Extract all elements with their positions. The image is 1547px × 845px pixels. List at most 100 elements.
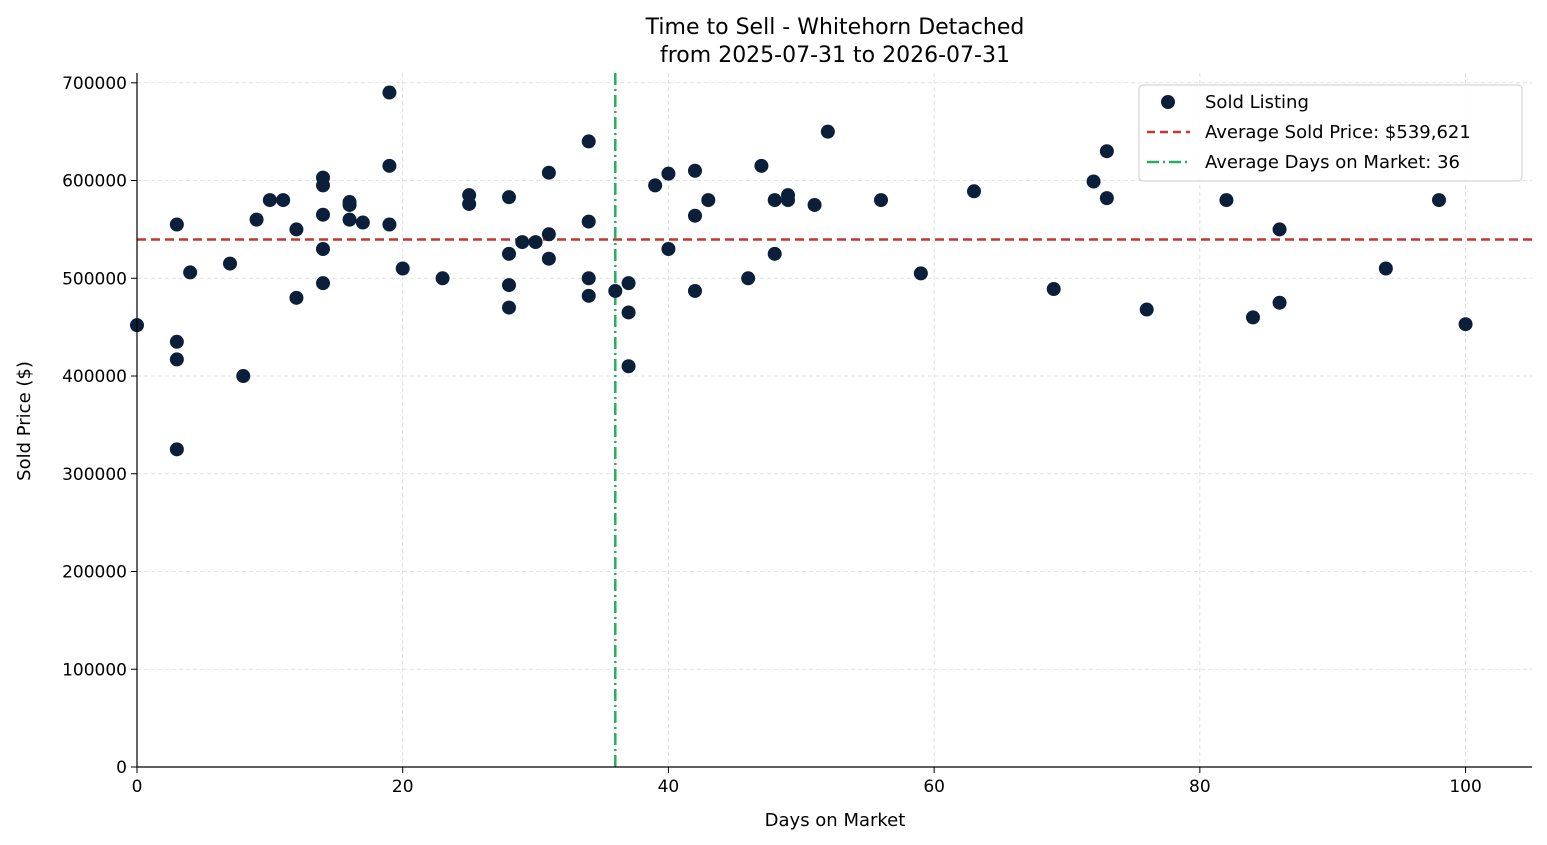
sold-listing-point — [355, 215, 370, 230]
y-tick-label: 200000 — [62, 563, 127, 583]
sold-listing-point — [913, 266, 928, 281]
sold-listing-point — [169, 217, 184, 232]
sold-listing-point — [581, 134, 596, 149]
legend-label-avg-price: Average Sold Price: $539,621 — [1205, 122, 1471, 143]
sold-listing-point — [169, 334, 184, 349]
sold-listing-point — [316, 276, 330, 291]
sold-listing-point — [382, 85, 397, 100]
reference-lines — [137, 73, 1532, 767]
sold-listing-point — [515, 235, 530, 250]
sold-listing-point — [688, 283, 702, 298]
sold-listing-point — [767, 246, 782, 261]
x-tick-label: 40 — [658, 777, 680, 797]
sold-listing-point — [502, 278, 516, 293]
sold-listing-point — [541, 227, 556, 242]
legend: Sold Listing Average Sold Price: $539,62… — [1138, 84, 1523, 182]
sold-listing-point — [249, 212, 264, 227]
sold-listing-point — [741, 271, 756, 286]
sold-listing-point — [1099, 144, 1114, 159]
sold-listing-point — [621, 276, 636, 291]
sold-listing-point — [1046, 282, 1061, 297]
sold-listing-point — [581, 271, 596, 286]
sold-listing-point — [688, 208, 702, 223]
sold-listing-point — [581, 288, 596, 303]
sold-listing-point — [528, 235, 543, 250]
x-tick-label: 20 — [392, 777, 414, 797]
sold-listing-point — [342, 197, 357, 212]
sold-listing-point — [1272, 222, 1287, 237]
sold-listing-point — [648, 178, 663, 193]
sold-listing-point — [1086, 174, 1101, 189]
sold-listing-point — [289, 222, 304, 237]
sold-listing-point — [316, 178, 330, 193]
sold-listing-point — [342, 212, 357, 227]
sold-listing-point — [661, 241, 676, 256]
y-tick-label: 700000 — [62, 74, 127, 94]
y-tick-label: 300000 — [62, 465, 127, 485]
sold-listing-point — [1139, 302, 1154, 317]
sold-listing-point — [183, 265, 198, 280]
x-axis-label: Days on Market — [765, 810, 906, 831]
y-axis-label: Sold Price ($) — [14, 361, 35, 481]
sold-listing-point — [502, 190, 516, 205]
sold-listing-point — [701, 193, 716, 208]
sold-listing-point — [1219, 193, 1234, 208]
sold-listing-point — [781, 193, 795, 208]
sold-listing-point — [1272, 295, 1287, 310]
sold-listing-point — [502, 246, 516, 261]
sold-listing-point — [502, 300, 516, 315]
sold-listing-point — [874, 193, 888, 208]
sold-listing-point — [1458, 317, 1473, 332]
x-tick-label: 100 — [1449, 777, 1481, 797]
legend-box — [1138, 84, 1523, 182]
sold-listing-point — [1432, 193, 1446, 208]
sold-listing-point — [1099, 191, 1114, 206]
sold-listing-point — [621, 305, 636, 320]
sold-listing-point — [820, 124, 835, 139]
sold-listing-point — [967, 184, 981, 199]
y-tick-label: 0 — [116, 758, 127, 778]
sold-listing-point — [382, 217, 397, 232]
y-tick-label: 100000 — [62, 660, 127, 680]
sold-listing-point — [435, 271, 450, 286]
sold-listing-point — [276, 193, 291, 208]
sold-listing-point — [767, 193, 782, 208]
x-tick-label: 60 — [923, 777, 945, 797]
chart-subtitle: from 2025-07-31 to 2026-07-31 — [660, 43, 1010, 68]
x-tick-label: 80 — [1189, 777, 1211, 797]
sold-listing-point — [169, 352, 184, 367]
sold-listing-point — [395, 261, 410, 276]
legend-label-sold-listing: Sold Listing — [1205, 92, 1309, 113]
legend-label-avg-days: Average Days on Market: 36 — [1205, 152, 1460, 173]
sold-listing-point — [382, 158, 397, 173]
sold-listing-point — [661, 166, 676, 181]
tick-labels: 0 20 40 60 80 100 0 100000 200000 300000 400000 500… — [62, 74, 1482, 797]
sold-listing-point — [316, 241, 330, 256]
legend-marker-sold-listing — [1161, 95, 1175, 109]
sold-listing-point — [541, 251, 556, 266]
x-tick-label: 0 — [132, 777, 143, 797]
axes — [131, 73, 1532, 773]
data-points — [130, 85, 1473, 457]
sold-listing-point — [316, 207, 330, 222]
sold-listing-point — [289, 290, 304, 305]
sold-listing-point — [1246, 310, 1260, 325]
sold-listing-point — [223, 256, 237, 271]
y-tick-label: 400000 — [62, 367, 127, 387]
sold-listing-point — [621, 359, 636, 374]
sold-listing-point — [807, 197, 822, 212]
sold-listing-point — [462, 196, 477, 211]
sold-listing-point — [1378, 261, 1393, 276]
sold-listing-point — [262, 193, 277, 208]
chart-title: Time to Sell - Whitehorn Detached — [645, 15, 1025, 40]
sold-listing-point — [608, 283, 623, 298]
sold-listing-point — [236, 369, 251, 384]
sold-listing-point — [754, 158, 769, 173]
sold-listing-point — [169, 442, 184, 457]
sold-listing-point — [541, 165, 556, 180]
y-tick-label: 500000 — [62, 269, 127, 289]
y-tick-label: 600000 — [62, 172, 127, 192]
sold-listing-point — [581, 214, 596, 229]
